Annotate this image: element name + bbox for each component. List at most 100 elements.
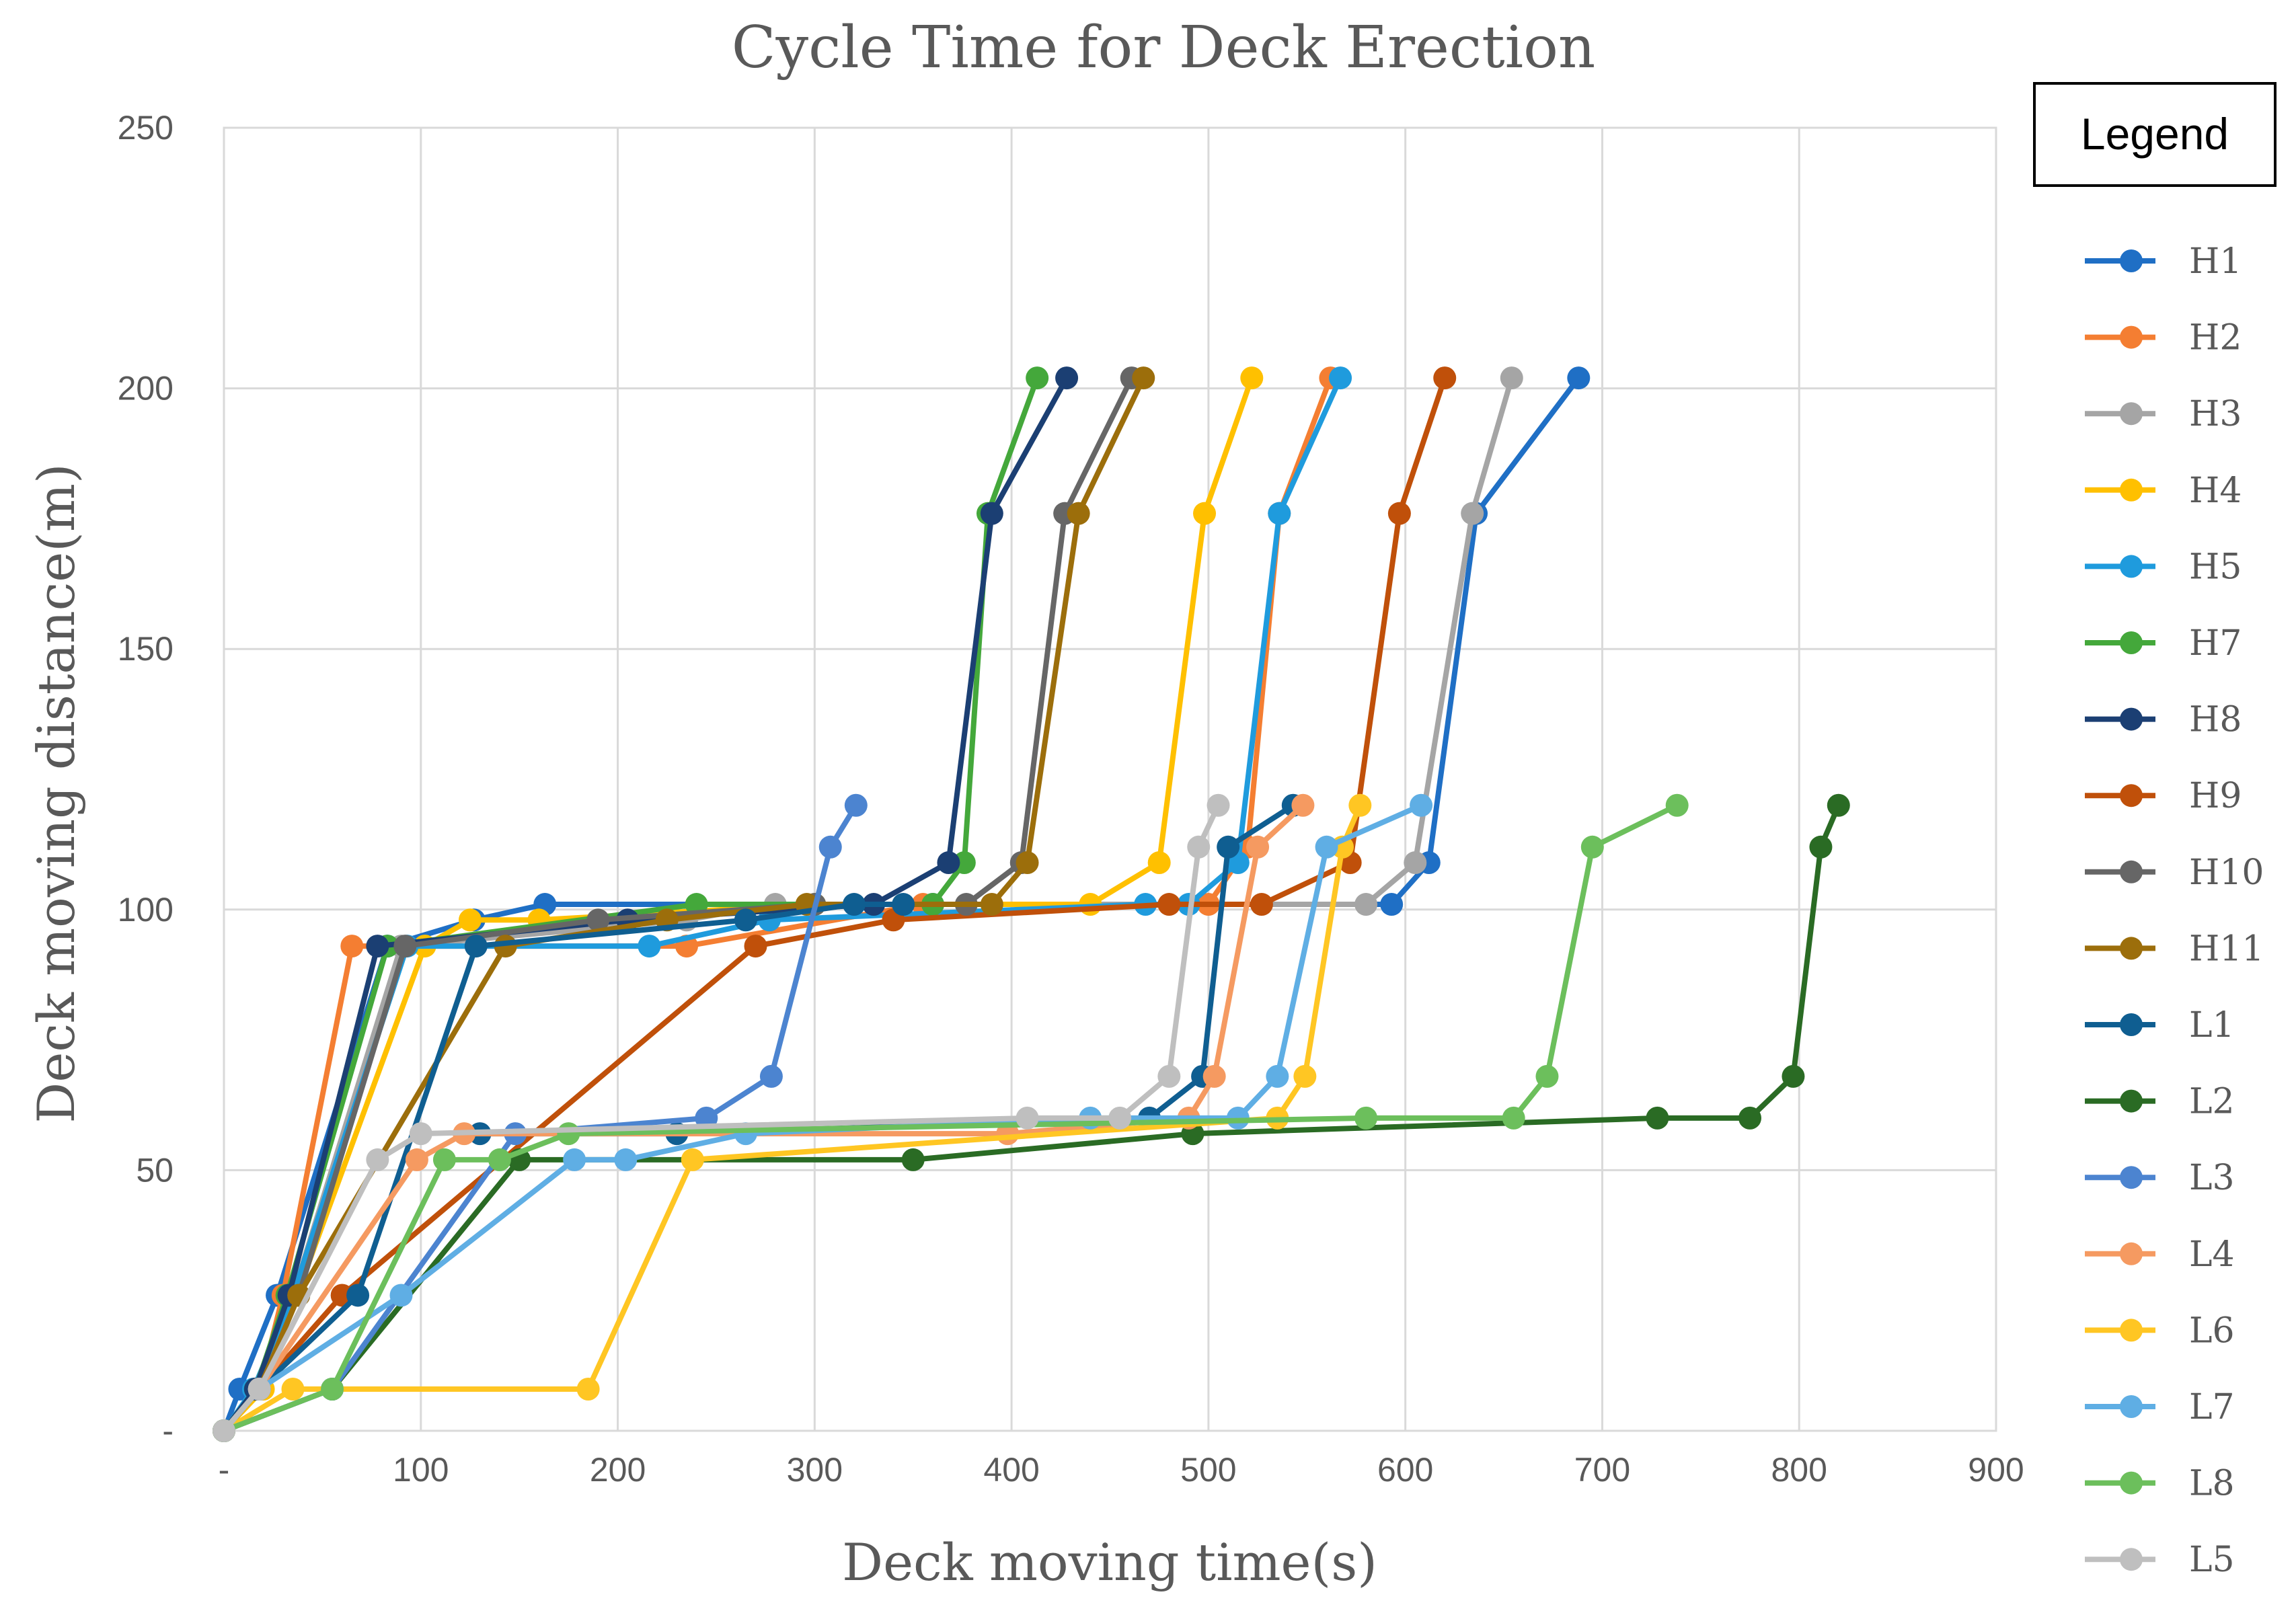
data-point [1157, 1064, 1181, 1088]
data-point [321, 1377, 344, 1401]
series-line [221, 377, 1146, 1433]
legend-label: L7 [2189, 1387, 2235, 1427]
data-point [213, 1419, 235, 1442]
x-tick-label: 600 [1377, 1451, 1433, 1489]
data-series [213, 366, 1850, 1442]
legend-swatch-marker [2120, 1319, 2143, 1342]
data-point [405, 1148, 428, 1171]
x-tick-label: 200 [590, 1451, 646, 1489]
data-point [1293, 1064, 1317, 1088]
data-point [393, 935, 417, 958]
x-tick-label: 500 [1180, 1451, 1236, 1489]
legend-swatch-marker [2120, 1013, 2143, 1036]
legend-swatch-marker [2120, 937, 2143, 960]
legend-item-l6: L6 [2085, 1310, 2235, 1351]
legend-label: H2 [2189, 318, 2242, 358]
data-point [892, 893, 915, 916]
data-point [576, 1377, 600, 1401]
legend-label: L4 [2189, 1234, 2235, 1275]
series-line [223, 803, 1679, 1433]
data-point [1246, 835, 1270, 859]
x-tick-label: - [219, 1451, 230, 1489]
data-point [458, 908, 482, 932]
data-point [638, 935, 661, 958]
plot-border [223, 126, 1997, 1432]
data-point [1387, 502, 1411, 525]
legend-item-h9: H9 [2085, 776, 2242, 816]
data-point [614, 1148, 638, 1171]
legend-item-l4: L4 [2085, 1234, 2235, 1275]
data-point [1202, 1064, 1226, 1088]
legend-title: Legend [2081, 109, 2229, 159]
legend-swatch-marker [2120, 249, 2143, 272]
data-point [1809, 835, 1833, 859]
legend-swatch-marker [2120, 555, 2143, 578]
x-tick-label: 100 [393, 1451, 449, 1489]
data-point [1646, 1106, 1669, 1130]
legend-label: L8 [2189, 1464, 2235, 1504]
data-point [1410, 793, 1433, 817]
legend-item-h3: H3 [2085, 394, 2242, 434]
legend-swatch-marker [2120, 1395, 2143, 1418]
x-tick-label: 700 [1574, 1451, 1630, 1489]
series-l1b [468, 793, 1305, 1146]
data-point [1217, 835, 1240, 859]
legend-item-h5: H5 [2085, 547, 2242, 587]
legend-item-l2: L2 [2085, 1082, 2235, 1122]
legend-item-l8: L8 [2085, 1464, 2235, 1504]
legend-label: H8 [2189, 700, 2242, 740]
data-point [952, 851, 976, 875]
y-tick-label: 100 [118, 891, 174, 929]
y-tick-label: 250 [118, 109, 174, 147]
legend-label: H5 [2189, 547, 2242, 587]
data-point [734, 908, 757, 932]
legend-label: H11 [2189, 929, 2264, 969]
data-point [1315, 835, 1338, 859]
data-point [1157, 893, 1181, 916]
data-point [1067, 502, 1090, 525]
data-point [744, 935, 767, 958]
axis-ticks: - 100 200 300 400 500 600 700 800 900 - 50 100 150 200… [118, 109, 2024, 1489]
x-axis-title: Deck moving time(s) [842, 1532, 1377, 1592]
data-point [1380, 893, 1404, 916]
data-point [409, 1122, 432, 1146]
data-point [1535, 1064, 1559, 1088]
legend-label: H3 [2189, 394, 2242, 434]
data-point [557, 1122, 580, 1146]
data-point [281, 1377, 305, 1401]
series-l7 [213, 793, 1433, 1442]
data-point [1433, 366, 1457, 390]
x-tick-label: 400 [983, 1451, 1039, 1489]
legend-swatch-marker [2120, 478, 2143, 502]
data-point [1132, 366, 1155, 390]
data-point [1193, 502, 1217, 525]
legend-item-l5: L5 [2085, 1540, 2235, 1580]
legend-item-h2: H2 [2085, 318, 2242, 358]
data-point [432, 1148, 456, 1171]
data-point [1500, 366, 1523, 390]
legend-swatch-marker [2120, 325, 2143, 349]
data-point [340, 935, 364, 958]
data-point [1240, 366, 1264, 390]
legend-label: H10 [2189, 853, 2264, 893]
data-point [1782, 1064, 1805, 1088]
data-point [1354, 893, 1378, 916]
x-tick-label: 300 [787, 1451, 843, 1489]
data-point [759, 1064, 783, 1088]
data-point [366, 935, 389, 958]
data-point [681, 1148, 704, 1171]
data-point [980, 893, 1003, 916]
data-point [1207, 793, 1230, 817]
legend-swatch-marker [2120, 1242, 2143, 1265]
data-point [1567, 366, 1591, 390]
data-point [937, 851, 960, 875]
data-point [1665, 793, 1689, 817]
legend-swatch-marker [2120, 860, 2143, 883]
data-point [366, 1148, 389, 1171]
legend-label: L6 [2189, 1310, 2235, 1351]
legend-item-h7: H7 [2085, 623, 2242, 664]
plot-area-frame [223, 126, 1997, 1432]
data-point [1404, 851, 1427, 875]
legend-swatch-marker [2120, 1089, 2143, 1113]
